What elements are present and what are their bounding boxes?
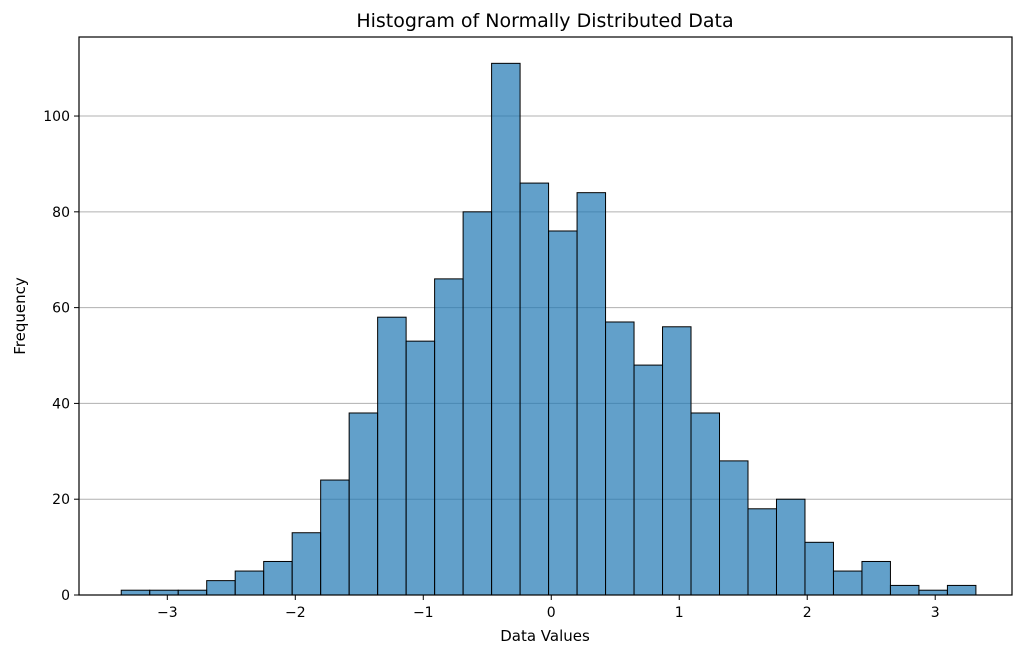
plot-frame [78,36,1013,596]
histogram-bar [263,560,293,596]
histogram-bar [177,589,208,596]
histogram-bar [747,508,777,596]
histogram-bar [120,589,151,596]
histogram-bar [633,364,664,596]
histogram-bar [149,589,179,596]
x-tick-label: 0 [547,605,556,621]
histogram-bar [206,580,236,596]
histogram-bar [946,584,977,596]
histogram-bar [234,570,265,596]
y-tick-label: 40 [52,396,70,412]
histogram-bar [918,589,948,596]
y-tick-label: 60 [52,301,70,317]
y-axis-label: Frequency [11,277,29,355]
histogram-bar [377,316,407,596]
histogram-bar [548,230,578,596]
histogram-bar [320,479,350,596]
y-tick-label: 20 [52,492,70,508]
x-tick-label: −3 [157,605,178,621]
histogram-bar [291,532,322,596]
histogram-bar [889,584,920,596]
x-tick-label: 1 [675,605,684,621]
x-axis-label: Data Values [500,627,590,645]
x-axis-ticks: −3 −2 −1 0 1 2 3 [157,595,940,621]
y-tick-label: 100 [43,109,70,125]
histogram-bar [605,321,635,596]
axes [78,36,1013,596]
y-tick-label: 0 [61,588,70,604]
histogram-bar [519,182,550,596]
chart-title: Histogram of Normally Distributed Data [356,10,733,32]
histogram-bars [120,62,977,596]
y-axis-ticks: 0 20 40 60 80 100 [43,109,79,604]
x-tick-label: −2 [285,605,306,621]
histogram-bar [576,192,607,596]
histogram-bar [348,412,379,596]
histogram-bar [861,560,891,596]
histogram-bar [719,460,749,596]
histogram-bar [804,541,834,596]
y-tick-label: 80 [52,205,70,221]
x-tick-label: 3 [931,605,940,621]
histogram-bar [775,498,806,596]
histogram-bar [462,211,493,596]
x-tick-label: 2 [803,605,812,621]
x-tick-label: −1 [413,605,434,621]
histogram-bar [662,326,692,596]
histogram-bar [405,340,436,596]
histogram-bar [832,570,863,596]
histogram-bar [690,412,721,596]
histogram-bar [434,278,464,596]
histogram-bar [491,62,521,596]
